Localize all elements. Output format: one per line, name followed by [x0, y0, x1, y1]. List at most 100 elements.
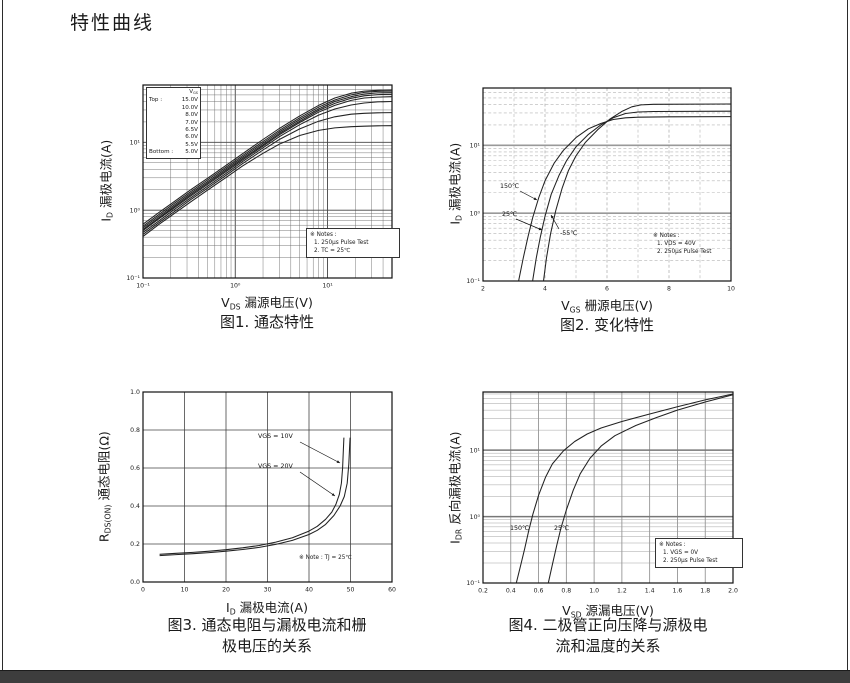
svg-text:10⁰: 10⁰ [470, 514, 481, 521]
note-line: 2. 250μs Pulse Test [657, 249, 712, 255]
figure4-series-0 [515, 393, 734, 584]
annotation-label: 25℃ [554, 525, 569, 532]
svg-text:10¹: 10¹ [130, 140, 141, 147]
svg-text:2: 2 [481, 286, 485, 293]
figure3-series-0 [159, 437, 345, 555]
svg-text:10¹: 10¹ [470, 143, 481, 150]
figure3-y-axis-label: RDS(ON) 通态电阻(Ω) [96, 431, 113, 543]
note-line: 1. VDS = 40V [657, 241, 696, 247]
svg-text:1.8: 1.8 [700, 588, 710, 595]
annotation-label: 25℃ [502, 211, 517, 218]
svg-text:10: 10 [181, 587, 189, 594]
figure3-note: ※ Note : TJ = 25℃ [299, 554, 352, 562]
note-title: ※ Note : TJ = 25℃ [299, 555, 352, 561]
svg-text:0.4: 0.4 [506, 588, 516, 595]
svg-text:40: 40 [305, 587, 313, 594]
figure1-series-5 [142, 100, 393, 233]
svg-text:10⁻¹: 10⁻¹ [466, 580, 480, 587]
svg-text:10¹: 10¹ [322, 283, 333, 290]
svg-text:10: 10 [727, 286, 735, 293]
legend-label: Top : [149, 97, 163, 104]
svg-text:0.6: 0.6 [534, 588, 544, 595]
svg-text:8: 8 [667, 286, 671, 293]
svg-text:0.4: 0.4 [130, 503, 140, 510]
legend-value: 6.5V [185, 127, 198, 134]
annotation-label: VGS = 10V [258, 433, 293, 440]
figure4-note: ※ Notes : 1. VGS = 0V 2. 250μs Pulse Test [655, 538, 743, 568]
note-line: 1. 250μs Pulse Test [314, 240, 369, 246]
figure4-x-axis-label: VSD 源漏电压(V) [562, 603, 654, 620]
legend-value: 5.5V [185, 141, 198, 148]
figure2-plot-area: 2 4 6 8 10 10⁻¹ 10⁰ 10¹ 150℃ 25℃ -55℃ [466, 87, 735, 293]
svg-text:10¹: 10¹ [470, 447, 481, 454]
svg-text:0.2: 0.2 [130, 541, 140, 548]
figure3-plot-area: 0 10 20 30 40 50 60 0.0 0.2 0.4 0.6 0.8 1.0 VGS = 10V… [130, 389, 396, 593]
figure3-caption: 图3. 通态电阻与漏极电流和栅 极电压的关系 [167, 616, 367, 655]
figure2-plot: 2 4 6 8 10 10⁻¹ 10⁰ 10¹ 150℃ 25℃ -55℃ [466, 87, 735, 293]
legend-value: VGS [189, 89, 198, 96]
svg-text:10⁰: 10⁰ [130, 207, 141, 214]
svg-text:0.6: 0.6 [130, 465, 140, 472]
svg-text:1.0: 1.0 [130, 389, 140, 396]
figure2-caption: 图2. 变化特性 [559, 316, 655, 334]
annotation-label: 150℃ [500, 183, 519, 190]
svg-text:10⁰: 10⁰ [470, 210, 481, 217]
svg-text:0: 0 [141, 587, 145, 594]
legend-value: 7.0V [185, 119, 198, 126]
note-line: 2. TC = 25℃ [314, 248, 351, 254]
figure1-series-7 [142, 125, 393, 237]
svg-text:1.4: 1.4 [645, 588, 655, 595]
figure1-series-4 [142, 96, 393, 232]
figure1-series-2 [142, 92, 393, 229]
figure1-x-axis-label: VDS 漏源电压(V) [221, 295, 313, 312]
svg-text:1.0: 1.0 [589, 588, 599, 595]
figure1-series-0 [142, 89, 393, 225]
svg-text:6: 6 [605, 286, 609, 293]
page-title: 特性曲线 [70, 12, 155, 34]
svg-text:1.6: 1.6 [673, 588, 683, 595]
vgs-legend: VGS Top : 15.0V 10.0V 8.0V 7.0V 6.5V 6.0V 5.5V Bo… [146, 87, 201, 159]
figure4-series-1 [547, 394, 734, 584]
figure3-chart: 0 10 20 30 40 50 60 0.0 0.2 0.4 0.6 0.8 1.0 VGS = 10V… [111, 384, 406, 600]
figure1-series-1 [142, 90, 393, 227]
legend-value: 6.0V [185, 134, 198, 141]
svg-text:4: 4 [543, 286, 547, 293]
svg-text:10⁻¹: 10⁻¹ [136, 283, 150, 290]
page-left-border [2, 0, 3, 683]
legend-value: 5.0V [185, 149, 198, 156]
svg-text:10⁰: 10⁰ [230, 283, 241, 290]
figure4-chart: 0.2 0.4 0.6 0.8 1.0 1.2 1.4 1.6 1.8 2.0 10⁻¹ 10⁰ 10¹… [451, 384, 747, 601]
svg-text:30: 30 [264, 587, 272, 594]
footer-bar [0, 670, 850, 683]
figure1-series-6 [142, 112, 393, 235]
note-title: ※ Notes : [310, 232, 337, 238]
note-line: 2. 250μs Pulse Test [663, 558, 718, 564]
svg-text:0.8: 0.8 [130, 427, 140, 434]
figure3-x-axis-label: ID 漏极电流(A) [226, 600, 308, 617]
legend-value: 10.0V [181, 104, 198, 111]
figure3-series-1 [159, 437, 351, 557]
figure2-note: ※ Notes : 1. VDS = 40V 2. 250μs Pulse Test [653, 232, 711, 256]
svg-text:10⁻¹: 10⁻¹ [466, 278, 480, 285]
page-right-border [847, 0, 848, 683]
figure2-chart: 2 4 6 8 10 10⁻¹ 10⁰ 10¹ 150℃ 25℃ -55℃ [451, 80, 745, 299]
figure2-series-2 [542, 103, 732, 282]
annotation-label: -55℃ [560, 230, 577, 237]
annotation-label: 150℃ [510, 525, 529, 532]
figure1-caption: 图1. 通态特性 [219, 313, 315, 331]
figure1-series-3 [142, 93, 393, 230]
note-title: ※ Notes : [653, 233, 680, 239]
svg-text:60: 60 [388, 587, 396, 594]
legend-value: 8.0V [185, 112, 198, 119]
note-title: ※ Notes : [659, 542, 686, 548]
legend-label: Bottom : [149, 149, 174, 156]
svg-text:1.2: 1.2 [617, 588, 627, 595]
svg-text:10⁻¹: 10⁻¹ [126, 275, 140, 282]
figure4-caption: 图4. 二极管正向压降与源极电 流和温度的关系 [508, 616, 708, 655]
figure2-x-axis-label: VGS 栅源电压(V) [561, 298, 653, 315]
svg-text:0.0: 0.0 [130, 579, 140, 586]
svg-text:50: 50 [347, 587, 355, 594]
annotation-label: VGS = 20V [258, 463, 293, 470]
figure1-note: ※ Notes : 1. 250μs Pulse Test 2. TC = 25℃ [306, 228, 400, 258]
